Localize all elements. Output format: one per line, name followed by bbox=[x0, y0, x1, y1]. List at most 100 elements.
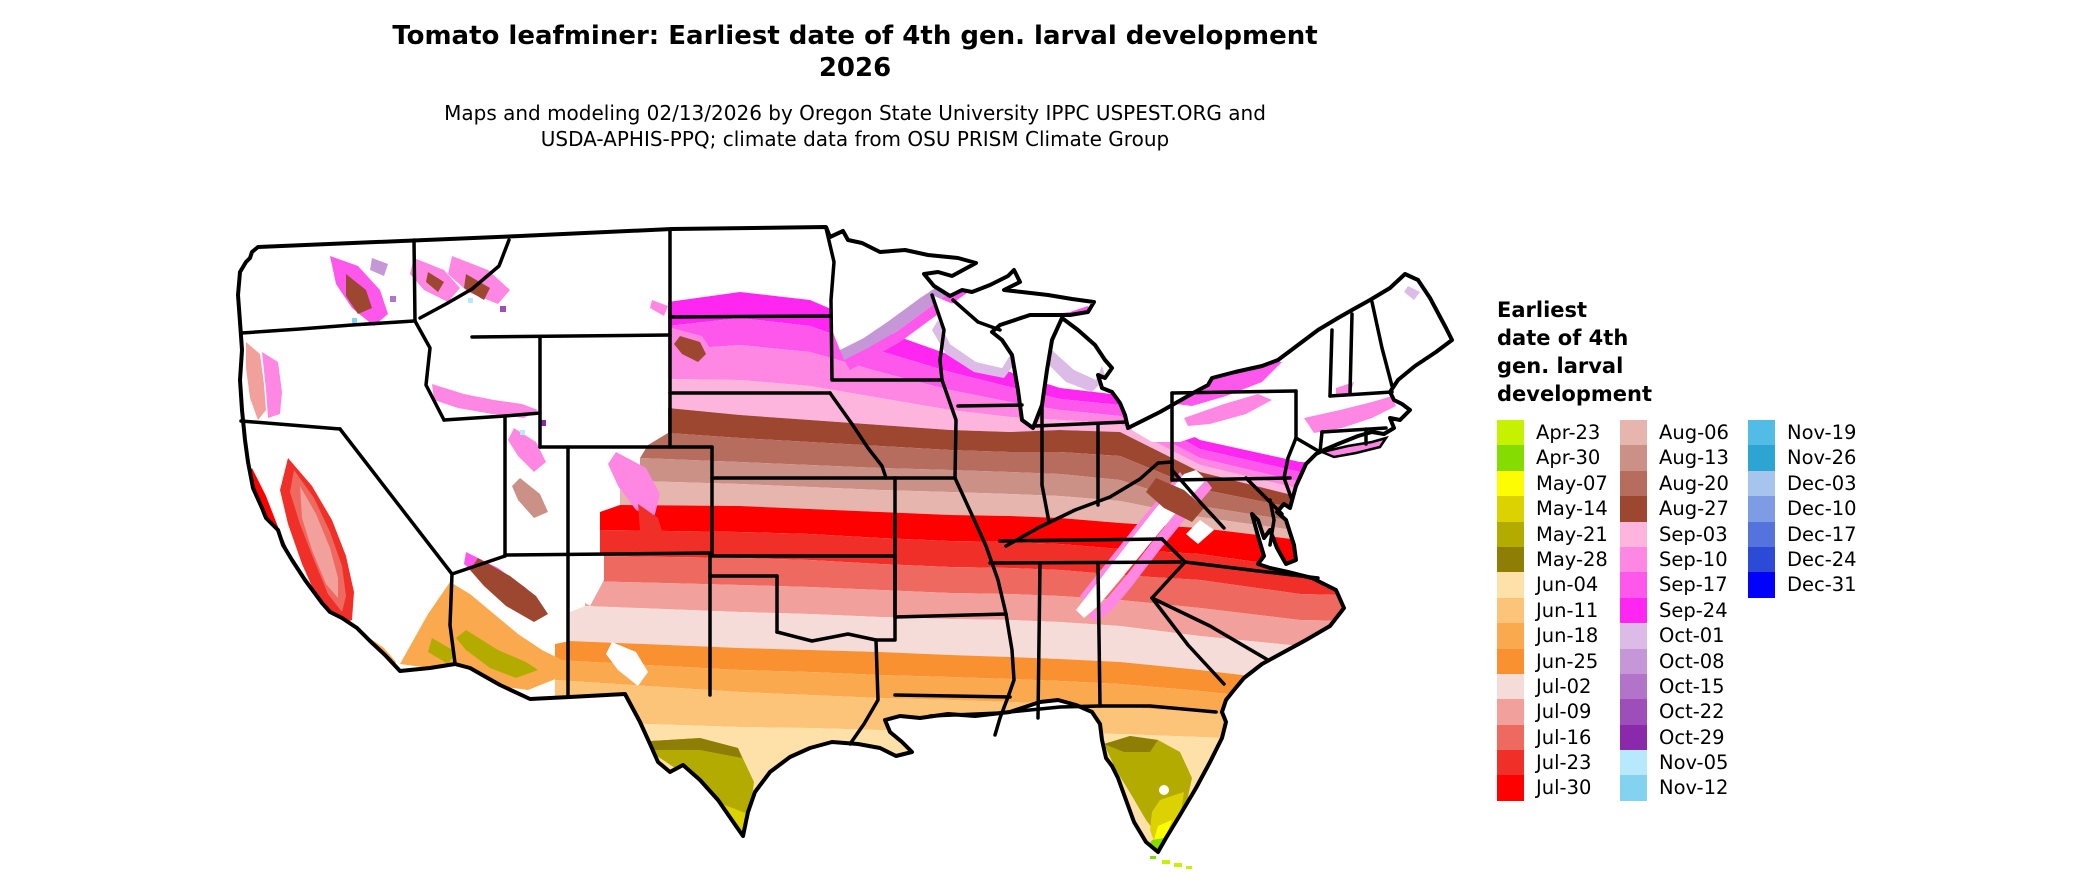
legend-entry: Dec-03 bbox=[1748, 470, 1857, 497]
legend-label: Aug-13 bbox=[1659, 446, 1729, 470]
title-block: Tomato leafminer: Earliest date of 4th g… bbox=[230, 20, 1480, 152]
legend-entry: Sep-24 bbox=[1620, 597, 1729, 624]
appalachian-zone bbox=[1076, 470, 1214, 622]
legend-entry: Dec-24 bbox=[1748, 546, 1857, 573]
legend-label: Oct-01 bbox=[1659, 624, 1725, 648]
page-title-year: 2026 bbox=[818, 53, 892, 83]
legend-label: Jun-18 bbox=[1536, 624, 1599, 648]
legend-label: Nov-12 bbox=[1659, 776, 1729, 800]
legend-entry: Oct-29 bbox=[1620, 724, 1729, 751]
legend-entry: Jul-16 bbox=[1497, 724, 1608, 751]
legend-swatch bbox=[1497, 521, 1524, 547]
legend-entry: May-14 bbox=[1497, 496, 1608, 522]
legend-swatch bbox=[1620, 673, 1647, 700]
legend-entry: Aug-13 bbox=[1620, 445, 1729, 471]
legend-label: Aug-27 bbox=[1659, 497, 1729, 521]
legend-label: Apr-23 bbox=[1536, 421, 1601, 444]
legend-swatch bbox=[1497, 546, 1524, 573]
legend-entry: May-28 bbox=[1497, 546, 1608, 573]
legend-swatch bbox=[1497, 648, 1524, 674]
legend-entry: Sep-03 bbox=[1620, 521, 1729, 547]
legend-label: Oct-08 bbox=[1659, 649, 1725, 673]
legend-entry: Aug-06 bbox=[1620, 420, 1729, 446]
legend-swatch bbox=[1620, 648, 1647, 674]
legend-entry: Oct-08 bbox=[1620, 648, 1729, 674]
legend-entry: Dec-31 bbox=[1748, 572, 1857, 598]
legend-entry: Jul-23 bbox=[1497, 750, 1608, 776]
legend-entry: Sep-17 bbox=[1620, 572, 1729, 598]
legend-label: Dec-10 bbox=[1787, 497, 1857, 521]
legend-swatch bbox=[1497, 775, 1524, 801]
legend-label: Jul-16 bbox=[1536, 725, 1592, 749]
legend-entry: Apr-30 bbox=[1497, 445, 1608, 471]
legend-swatch bbox=[1620, 470, 1647, 497]
legend-swatch bbox=[1497, 470, 1524, 497]
legend-entry: Aug-27 bbox=[1620, 496, 1729, 522]
legend-label: Sep-03 bbox=[1659, 522, 1728, 546]
legend-label: Jul-02 bbox=[1536, 674, 1592, 698]
legend-label: Jul-30 bbox=[1536, 776, 1592, 800]
legend-label: Jun-04 bbox=[1536, 573, 1599, 597]
legend-label: Jul-09 bbox=[1536, 700, 1592, 724]
legend-entry: Oct-22 bbox=[1620, 699, 1729, 725]
legend-entry: Jun-25 bbox=[1497, 648, 1608, 674]
legend-column-1: Apr-23 Apr-30 May-07 May-14 May-21 May-28 Jun-… bbox=[1497, 420, 1608, 801]
legend-swatch bbox=[1497, 673, 1524, 700]
legend: Earliest date of 4th gen. larval develop… bbox=[1497, 296, 1857, 801]
legend-swatch bbox=[1497, 496, 1524, 522]
legend-entry: Dec-10 bbox=[1748, 496, 1857, 522]
legend-swatch bbox=[1497, 420, 1524, 446]
legend-swatch bbox=[1620, 496, 1647, 522]
legend-swatch bbox=[1497, 623, 1524, 649]
legend-entry: Apr-23 bbox=[1497, 420, 1608, 446]
legend-entry: Jul-09 bbox=[1497, 699, 1608, 725]
legend-entry: Jun-11 bbox=[1497, 597, 1608, 624]
legend-label: Oct-15 bbox=[1659, 674, 1725, 698]
western-patches bbox=[246, 256, 714, 690]
legend-label: Dec-17 bbox=[1787, 522, 1857, 546]
legend-swatch bbox=[1748, 470, 1775, 497]
legend-swatch bbox=[1497, 724, 1524, 751]
state-borders bbox=[239, 226, 1394, 746]
legend-entry: Sep-10 bbox=[1620, 546, 1729, 573]
legend-label: Sep-10 bbox=[1659, 547, 1728, 571]
legend-label: Aug-06 bbox=[1659, 421, 1729, 444]
legend-label: Nov-05 bbox=[1659, 751, 1729, 775]
legend-swatch bbox=[1620, 445, 1647, 471]
legend-entry: Dec-17 bbox=[1748, 521, 1857, 547]
legend-label: May-28 bbox=[1536, 547, 1608, 571]
legend-label: Apr-30 bbox=[1536, 446, 1601, 470]
legend-entry: Oct-01 bbox=[1620, 623, 1729, 649]
legend-entry: Aug-20 bbox=[1620, 470, 1729, 497]
legend-entry: Jul-30 bbox=[1497, 775, 1608, 801]
legend-swatch bbox=[1748, 521, 1775, 547]
legend-label: Sep-17 bbox=[1659, 573, 1728, 597]
legend-entry: May-07 bbox=[1497, 470, 1608, 497]
legend-label: Dec-03 bbox=[1787, 471, 1857, 495]
legend-swatch bbox=[1748, 420, 1775, 446]
florida-keys bbox=[1150, 856, 1192, 869]
legend-entry: Nov-26 bbox=[1748, 445, 1857, 471]
legend-swatch bbox=[1497, 750, 1524, 776]
legend-swatch bbox=[1497, 699, 1524, 725]
legend-label: Nov-19 bbox=[1787, 421, 1857, 444]
legend-label: Oct-29 bbox=[1659, 725, 1725, 749]
legend-label: May-14 bbox=[1536, 497, 1608, 521]
legend-label: Jun-25 bbox=[1536, 649, 1599, 673]
legend-entry: Jun-04 bbox=[1497, 572, 1608, 598]
legend-swatch bbox=[1748, 496, 1775, 522]
legend-swatch bbox=[1620, 572, 1647, 598]
legend-label: Aug-20 bbox=[1659, 471, 1729, 495]
legend-entry: Jul-02 bbox=[1497, 673, 1608, 700]
legend-label: Jul-23 bbox=[1536, 751, 1592, 775]
legend-swatch bbox=[1620, 420, 1647, 446]
subtitle-line-2: USDA-APHIS-PPQ; climate data from OSU PR… bbox=[540, 127, 1170, 151]
legend-swatch bbox=[1748, 572, 1775, 598]
legend-swatch bbox=[1620, 546, 1647, 573]
page-title: Tomato leafminer: Earliest date of 4th g… bbox=[392, 21, 1318, 51]
legend-swatch bbox=[1497, 597, 1524, 624]
legend-label: May-21 bbox=[1536, 522, 1608, 546]
legend-label: Sep-24 bbox=[1659, 598, 1728, 622]
